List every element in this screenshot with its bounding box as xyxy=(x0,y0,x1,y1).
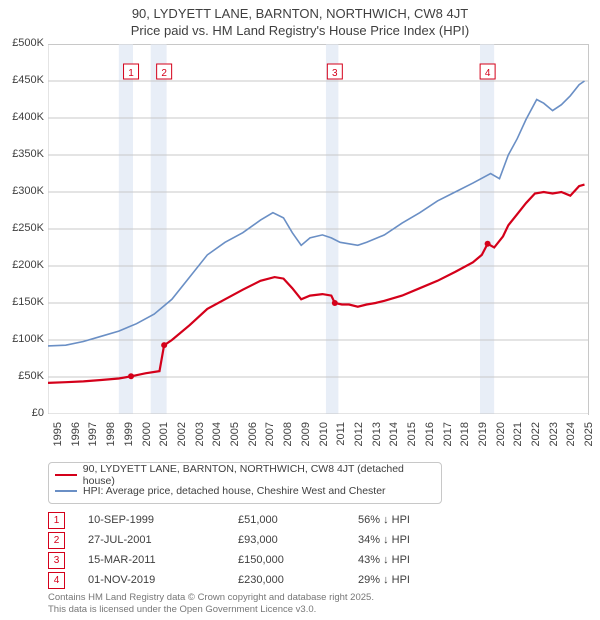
marker-point-2 xyxy=(161,342,167,348)
x-axis-label: 2013 xyxy=(371,422,383,462)
event-row-2: 2 27-JUL-2001£93,00034% ↓ HPI xyxy=(48,530,588,550)
event-marker-icon-3: 3 xyxy=(48,552,65,569)
y-axis-label: £50K xyxy=(0,370,48,382)
event-price: £51,000 xyxy=(238,514,358,526)
y-axis-label: £400K xyxy=(0,111,48,123)
marker-point-4 xyxy=(485,241,491,247)
marker-callout-label-2: 2 xyxy=(161,68,167,79)
marker-callout-label-4: 4 xyxy=(485,68,491,79)
event-marker-icon-4: 4 xyxy=(48,572,65,589)
footer-line1: Contains HM Land Registry data © Crown c… xyxy=(48,592,588,604)
x-axis-label: 2020 xyxy=(495,422,507,462)
footer-line2: This data is licensed under the Open Gov… xyxy=(48,604,588,616)
x-axis-label: 2023 xyxy=(548,422,560,462)
x-axis-label: 2001 xyxy=(158,422,170,462)
x-axis-label: 2016 xyxy=(424,422,436,462)
footer-attribution: Contains HM Land Registry data © Crown c… xyxy=(48,592,588,616)
swatch-hpi xyxy=(55,490,77,492)
x-axis-label: 1997 xyxy=(87,422,99,462)
x-axis-label: 2010 xyxy=(318,422,330,462)
x-axis-label: 2002 xyxy=(176,422,188,462)
legend: 90, LYDYETT LANE, BARNTON, NORTHWICH, CW… xyxy=(48,462,442,504)
event-row-4: 4 01-NOV-2019£230,00029% ↓ HPI xyxy=(48,570,588,590)
legend-row-price: 90, LYDYETT LANE, BARNTON, NORTHWICH, CW… xyxy=(55,467,435,483)
event-delta: 43% ↓ HPI xyxy=(358,554,468,566)
x-axis-label: 2000 xyxy=(141,422,153,462)
x-axis-label: 2022 xyxy=(530,422,542,462)
x-axis-label: 2007 xyxy=(264,422,276,462)
event-marker-icon-2: 2 xyxy=(48,532,65,549)
x-axis-label: 2004 xyxy=(211,422,223,462)
x-axis-label: 2011 xyxy=(335,422,347,462)
y-axis-label: £100K xyxy=(0,333,48,345)
x-axis-label: 2005 xyxy=(229,422,241,462)
event-marker-icon-1: 1 xyxy=(48,512,65,529)
event-delta: 56% ↓ HPI xyxy=(358,514,468,526)
event-price: £150,000 xyxy=(238,554,358,566)
x-axis-label: 1996 xyxy=(70,422,82,462)
event-delta: 29% ↓ HPI xyxy=(358,574,468,586)
y-axis-label: £350K xyxy=(0,148,48,160)
x-axis-label: 2024 xyxy=(565,422,577,462)
x-axis-label: 2018 xyxy=(459,422,471,462)
legend-label-hpi: HPI: Average price, detached house, Ches… xyxy=(83,485,386,497)
marker-callout-label-1: 1 xyxy=(128,68,134,79)
marker-point-1 xyxy=(128,373,134,379)
x-axis-label: 2017 xyxy=(442,422,454,462)
event-date: 15-MAR-2011 xyxy=(88,554,238,566)
x-axis-label: 1999 xyxy=(123,422,135,462)
y-axis-label: £0 xyxy=(0,407,48,419)
x-axis-label: 2019 xyxy=(477,422,489,462)
y-axis-label: £150K xyxy=(0,296,48,308)
x-axis-label: 1998 xyxy=(105,422,117,462)
y-axis-label: £500K xyxy=(0,37,48,49)
event-date: 01-NOV-2019 xyxy=(88,574,238,586)
event-price: £93,000 xyxy=(238,534,358,546)
event-row-3: 3 15-MAR-2011£150,00043% ↓ HPI xyxy=(48,550,588,570)
x-axis-label: 2009 xyxy=(300,422,312,462)
x-axis-label: 2012 xyxy=(353,422,365,462)
legend-label-price: 90, LYDYETT LANE, BARNTON, NORTHWICH, CW… xyxy=(83,463,435,487)
marker-point-3 xyxy=(332,300,338,306)
event-date: 27-JUL-2001 xyxy=(88,534,238,546)
x-axis-label: 2015 xyxy=(406,422,418,462)
chart-svg: 1 2 3 4 xyxy=(48,44,588,414)
event-table: 1 10-SEP-1999£51,00056% ↓ HPI 2 27-JUL-2001… xyxy=(48,510,588,590)
y-axis-label: £300K xyxy=(0,185,48,197)
event-date: 10-SEP-1999 xyxy=(88,514,238,526)
y-axis-label: £450K xyxy=(0,74,48,86)
y-axis-label: £200K xyxy=(0,259,48,271)
chart-title-address: 90, LYDYETT LANE, BARNTON, NORTHWICH, CW… xyxy=(0,6,600,21)
x-axis-label: 2008 xyxy=(282,422,294,462)
chart-title-sub: Price paid vs. HM Land Registry's House … xyxy=(0,23,600,38)
x-axis-label: 1995 xyxy=(52,422,64,462)
swatch-price xyxy=(55,474,77,476)
x-axis-label: 2021 xyxy=(512,422,524,462)
x-axis-label: 2003 xyxy=(194,422,206,462)
x-axis-label: 2006 xyxy=(247,422,259,462)
x-axis-label: 2025 xyxy=(583,422,595,462)
event-delta: 34% ↓ HPI xyxy=(358,534,468,546)
marker-callout-label-3: 3 xyxy=(332,68,338,79)
y-axis-label: £250K xyxy=(0,222,48,234)
event-row-1: 1 10-SEP-1999£51,00056% ↓ HPI xyxy=(48,510,588,530)
legend-row-hpi: HPI: Average price, detached house, Ches… xyxy=(55,483,435,499)
event-price: £230,000 xyxy=(238,574,358,586)
x-axis-label: 2014 xyxy=(388,422,400,462)
